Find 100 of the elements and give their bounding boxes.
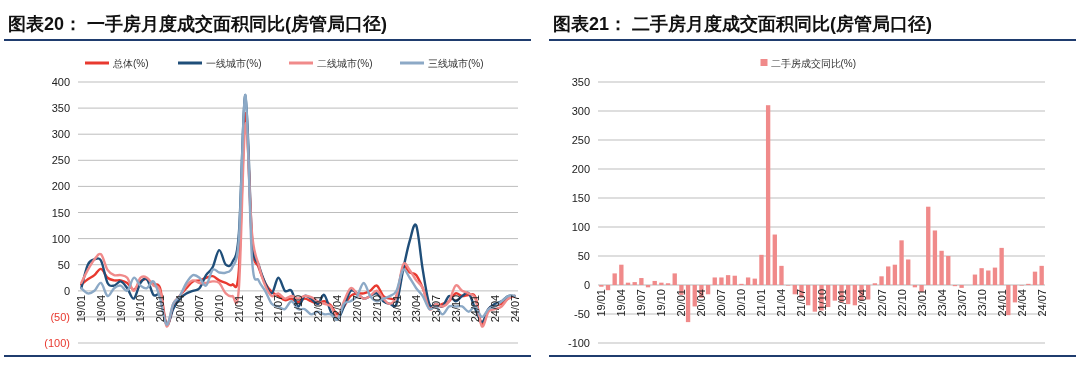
bar <box>1032 271 1038 285</box>
x-tick-label: 20/10 <box>213 294 226 323</box>
x-tick-label: 22/04 <box>331 294 344 323</box>
bar <box>906 259 911 285</box>
y-tick-label: 50 <box>577 250 590 262</box>
bar <box>632 282 637 285</box>
bar <box>879 276 884 285</box>
x-tick-label: 21/07 <box>795 289 808 317</box>
x-tick-label: 24/01 <box>469 294 482 323</box>
bar <box>619 264 624 285</box>
bar <box>672 273 677 285</box>
x-tick-label: 22/10 <box>895 289 908 317</box>
bar <box>886 266 891 285</box>
chart-title: 图表20： 一手房月度成交面积同比(房管局口径) <box>8 14 388 34</box>
bar <box>926 206 931 285</box>
bar <box>659 282 664 285</box>
x-tick-label: 21/01 <box>232 294 245 323</box>
bar <box>705 285 711 295</box>
y-tick-label: 0 <box>63 284 70 297</box>
y-tick-label: 100 <box>571 221 590 233</box>
x-tick-label: 19/07 <box>635 289 648 317</box>
bar <box>852 285 858 306</box>
bar <box>772 234 777 285</box>
x-tick-label: 21/01 <box>755 289 768 317</box>
x-tick-label: 21/10 <box>815 289 828 317</box>
x-tick-label: 19/04 <box>615 289 628 317</box>
x-tick-label: 23/10 <box>449 294 462 323</box>
y-tick-label: (50) <box>50 310 70 323</box>
bar <box>732 275 737 285</box>
x-tick-label: 24/04 <box>1015 289 1028 317</box>
y-tick-label: 400 <box>51 76 70 88</box>
y-tick-label: 250 <box>571 134 590 146</box>
x-tick-label: 19/01 <box>595 289 608 317</box>
x-tick-label: 23/04 <box>410 294 423 323</box>
y-tick-label: 350 <box>51 102 70 115</box>
bar <box>612 273 617 285</box>
bar <box>932 230 938 285</box>
bar <box>826 285 831 308</box>
bar <box>1039 265 1044 285</box>
legend-label: 二线城市(%) <box>317 58 373 69</box>
y-tick-label: -100 <box>567 337 590 349</box>
x-tick-label: 22/01 <box>311 294 324 323</box>
x-tick-label: 20/07 <box>193 294 206 323</box>
x-tick-label: 24/04 <box>489 294 502 323</box>
y-tick-label: -50 <box>574 308 590 320</box>
bar <box>846 285 851 305</box>
x-tick-label: 21/04 <box>252 294 265 323</box>
x-tick-label: 21/10 <box>292 294 304 323</box>
y-tick-label: 200 <box>571 163 590 175</box>
y-tick-label: 300 <box>51 128 70 141</box>
x-tick-label: 22/01 <box>835 289 848 317</box>
bar <box>1006 285 1011 316</box>
x-tick-label: 23/07 <box>955 289 968 317</box>
bar <box>692 285 697 307</box>
x-tick-label: 19/07 <box>114 294 127 323</box>
y-tick-label: 300 <box>571 105 590 117</box>
x-tick-label: 23/04 <box>935 289 948 317</box>
x-tick-label: 21/04 <box>775 289 788 317</box>
bar <box>639 278 644 285</box>
x-tick-label: 23/10 <box>975 289 988 317</box>
x-tick-label: 22/07 <box>875 289 888 317</box>
x-tick-label: 21/07 <box>272 294 285 323</box>
x-tick-label: 23/01 <box>390 294 403 323</box>
x-tick-label: 20/04 <box>695 289 708 317</box>
x-tick-label: 24/07 <box>1035 289 1048 317</box>
legend-label: 三线城市(%) <box>428 58 484 69</box>
y-tick-label: 0 <box>583 279 590 291</box>
x-tick-label: 20/10 <box>735 289 748 317</box>
bar <box>866 285 871 300</box>
y-tick-label: 100 <box>51 232 70 245</box>
x-tick-label: 19/01 <box>75 294 88 323</box>
x-tick-label: 20/04 <box>173 294 186 323</box>
bar <box>792 285 797 295</box>
bar <box>979 268 984 285</box>
x-tick-label: 24/01 <box>995 289 1008 317</box>
bar <box>1012 285 1018 303</box>
bar <box>725 275 731 285</box>
bar <box>946 256 951 285</box>
x-tick-label: 23/01 <box>915 289 928 317</box>
y-tick-label: 250 <box>51 154 70 167</box>
bar <box>745 277 751 285</box>
x-tick-label: 19/10 <box>655 289 668 317</box>
y-tick-label: 350 <box>571 76 590 88</box>
bar <box>892 264 898 285</box>
bar <box>939 250 944 285</box>
bar <box>999 247 1004 285</box>
x-tick-label: 19/04 <box>94 294 107 323</box>
bar <box>719 277 724 285</box>
bar <box>832 285 838 301</box>
bar <box>899 240 904 285</box>
bar <box>812 285 817 312</box>
chart-title: 图表21： 二手房月度成交面积同比(房管局口径) <box>553 14 933 34</box>
bar <box>779 265 784 285</box>
x-tick-label: 23/07 <box>429 294 442 323</box>
y-tick-label: 150 <box>51 206 70 219</box>
bar <box>992 267 998 285</box>
y-tick-label: 50 <box>57 258 70 271</box>
x-tick-label: 20/07 <box>715 289 728 317</box>
x-tick-label: 24/07 <box>508 294 521 323</box>
bar <box>959 285 964 288</box>
